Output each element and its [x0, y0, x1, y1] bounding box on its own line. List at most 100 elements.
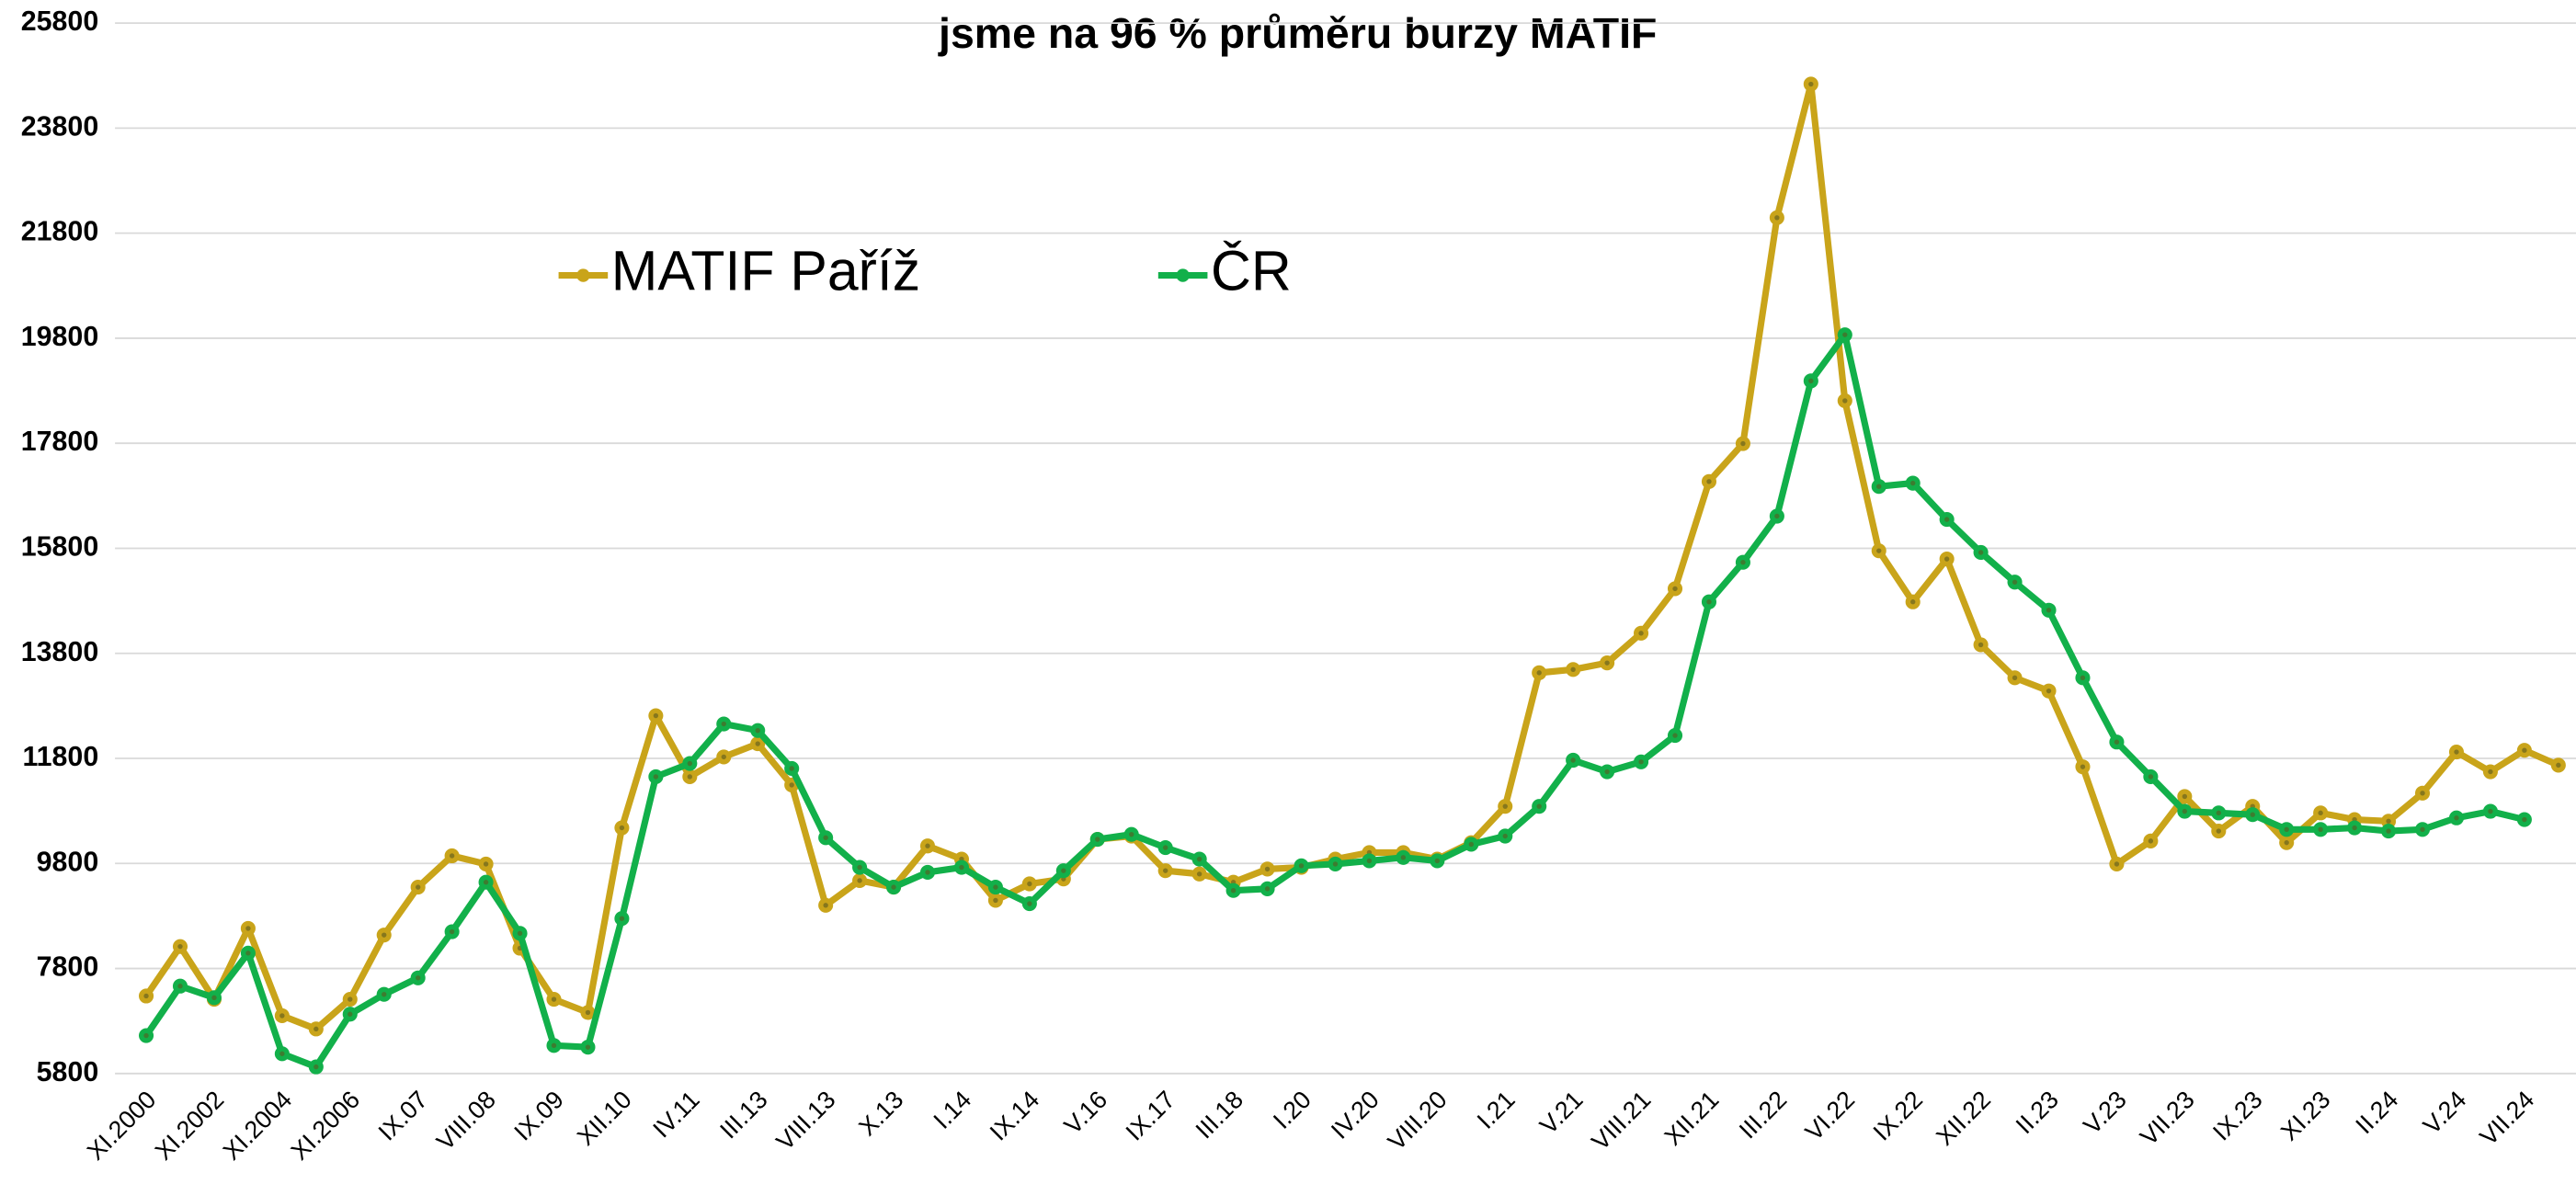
- x-tick-label: V.24: [2418, 1086, 2471, 1140]
- data-point-center: [1808, 378, 1814, 384]
- data-point-center: [551, 996, 557, 1002]
- data-point-center: [2114, 861, 2120, 867]
- y-tick-label: 21800: [21, 216, 98, 247]
- data-point-center: [1910, 599, 1916, 605]
- data-point-center: [177, 943, 183, 950]
- y-tick-label: 15800: [21, 530, 98, 562]
- y-tick-label: 11800: [22, 741, 98, 772]
- data-point-center: [2454, 815, 2459, 821]
- data-point-center: [721, 721, 726, 727]
- data-point-center: [823, 835, 828, 840]
- data-point-center: [2284, 826, 2289, 832]
- data-point-center: [993, 897, 998, 904]
- data-point-center: [2012, 675, 2018, 680]
- chart-title: jsme na 96 % průměru burzy MATIF: [938, 9, 1657, 57]
- data-point-center: [1604, 768, 1610, 775]
- data-point-center: [313, 1064, 319, 1070]
- data-point-center: [1434, 858, 1441, 864]
- data-point-center: [517, 930, 523, 937]
- data-point-center: [1332, 861, 1339, 867]
- data-point-center: [2012, 579, 2018, 585]
- data-point-center: [1502, 803, 1508, 809]
- data-point-center: [993, 884, 998, 890]
- data-point-center: [245, 926, 251, 931]
- data-point-center: [2080, 764, 2086, 769]
- data-point-center: [2454, 749, 2459, 755]
- data-point-center: [2352, 825, 2357, 831]
- data-point-center: [1638, 631, 1644, 636]
- x-tick-label: IV.11: [647, 1086, 704, 1144]
- data-point-center: [1536, 670, 1542, 676]
- x-tick-label: IV.20: [1326, 1086, 1385, 1144]
- data-point-center: [143, 993, 149, 999]
- data-point-center: [2318, 826, 2323, 832]
- data-point-center: [2420, 791, 2425, 796]
- data-point-center: [1876, 484, 1882, 489]
- data-point-center: [2216, 810, 2221, 816]
- x-tick-label: XI.2004: [218, 1086, 298, 1166]
- data-point-center: [348, 1011, 353, 1017]
- data-point-center: [2488, 808, 2493, 814]
- data-point-center: [1570, 757, 1576, 763]
- data-point-center: [1774, 513, 1780, 519]
- data-point-center: [721, 754, 726, 760]
- data-point-center: [619, 825, 625, 831]
- data-point-center: [585, 1044, 591, 1050]
- data-point-center: [1672, 586, 1678, 592]
- data-point-center: [585, 1009, 591, 1016]
- data-point-center: [551, 1042, 557, 1048]
- data-point-center: [2522, 747, 2527, 753]
- data-point-center: [687, 774, 693, 780]
- x-tick-label: IX.14: [985, 1086, 1044, 1146]
- data-point-center: [755, 741, 760, 746]
- data-point-center: [1842, 398, 1848, 404]
- data-point-center: [382, 992, 387, 997]
- data-point-center: [483, 861, 489, 867]
- data-point-center: [1774, 215, 1780, 221]
- data-point-center: [1502, 833, 1508, 839]
- x-tick-label: V.21: [1534, 1086, 1588, 1140]
- x-tick-label: VII.24: [2475, 1086, 2540, 1151]
- data-point-center: [211, 995, 217, 1000]
- legend-label: ČR: [1211, 240, 1292, 302]
- x-tick-label: II.24: [2350, 1086, 2403, 1139]
- data-point-center: [1740, 560, 1746, 565]
- data-point-center: [416, 884, 421, 890]
- data-point-center: [279, 1013, 285, 1019]
- data-point-center: [1264, 886, 1271, 892]
- data-point-center: [823, 903, 828, 908]
- x-tick-label: V.23: [2078, 1086, 2131, 1140]
- data-point-center: [1910, 480, 1916, 486]
- data-point-center: [1298, 863, 1305, 869]
- data-point-center: [1400, 855, 1407, 860]
- data-point-center: [687, 760, 693, 767]
- data-point-center: [1604, 660, 1610, 666]
- data-point-center: [143, 1032, 149, 1039]
- x-tick-label: III.13: [714, 1086, 772, 1144]
- data-point-center: [1366, 858, 1373, 864]
- x-tick-label: IX.09: [508, 1086, 568, 1146]
- data-point-center: [925, 870, 930, 875]
- data-point-center: [1638, 759, 1644, 765]
- data-point-center: [2182, 808, 2188, 814]
- data-point-center: [755, 727, 760, 734]
- data-point-center: [416, 975, 421, 981]
- data-point-center: [1536, 803, 1542, 809]
- data-point-center: [1876, 548, 1882, 553]
- data-point-center: [2148, 774, 2154, 780]
- data-point-center: [1943, 556, 1950, 562]
- data-point-center: [348, 996, 353, 1002]
- x-tick-label: XII.21: [1659, 1086, 1725, 1151]
- x-tick-label: XI.2000: [82, 1086, 161, 1166]
- data-point-center: [2148, 838, 2154, 844]
- x-tick-label: I.20: [1268, 1086, 1316, 1134]
- data-point-center: [2420, 826, 2425, 832]
- data-point-center: [1129, 831, 1134, 837]
- data-point-center: [1570, 666, 1576, 673]
- x-tick-label: III.18: [1191, 1086, 1248, 1144]
- data-point-center: [313, 1026, 319, 1032]
- data-point-center: [2386, 818, 2391, 825]
- data-point-center: [1808, 81, 1814, 87]
- y-tick-label: 17800: [21, 426, 98, 457]
